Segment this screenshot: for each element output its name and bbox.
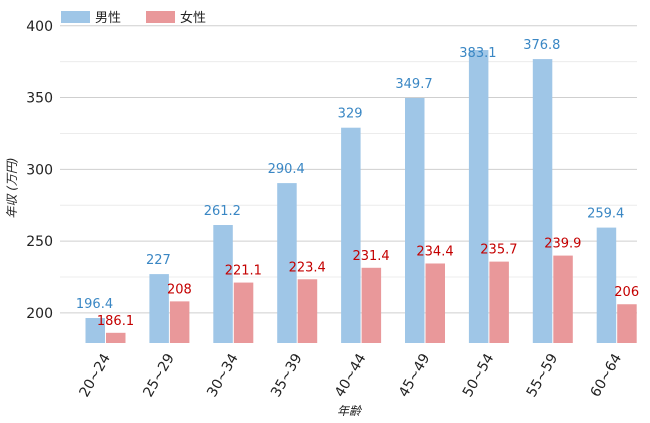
x-tick-label: 60~64 — [588, 351, 626, 400]
y-axis-ticks: 200 250 300 350 400 — [26, 19, 53, 322]
bar-female — [553, 255, 573, 343]
x-tick-label: 30~34 — [204, 351, 242, 400]
data-label-female: 221.1 — [225, 264, 262, 279]
y-axis-title: 年収 (万円) — [5, 157, 19, 218]
bar-male — [532, 59, 553, 343]
bar-female — [169, 301, 190, 343]
data-label-female: 235.7 — [480, 243, 517, 258]
bar-female — [617, 304, 637, 343]
x-tick-label: 35~39 — [268, 351, 306, 400]
x-tick-label: 20~24 — [76, 351, 114, 400]
data-label-male: 227 — [146, 253, 171, 268]
data-label-male: 383.1 — [459, 46, 496, 61]
data-label-female: 231.4 — [352, 249, 389, 264]
data-label-female: 223.4 — [289, 260, 326, 275]
bar-male — [277, 183, 297, 343]
data-label-male: 290.4 — [268, 162, 305, 177]
data-label-female: 206 — [614, 285, 639, 300]
legend: 男性 女性 — [61, 10, 206, 26]
bar-female — [489, 261, 509, 343]
bar-male — [85, 318, 105, 343]
legend-label: 女性 — [180, 10, 206, 26]
data-label-male: 259.4 — [587, 207, 624, 222]
x-tick-label: 40~44 — [332, 351, 370, 400]
y-tick-label: 400 — [26, 19, 53, 35]
bar-female — [297, 279, 318, 343]
bar-female — [425, 263, 445, 343]
y-tick-label: 300 — [26, 162, 53, 178]
x-tick-label: 50~54 — [460, 351, 498, 400]
data-label-male: 261.2 — [204, 204, 241, 219]
legend-swatch — [146, 11, 175, 23]
data-label-male: 349.7 — [395, 77, 432, 92]
bars — [85, 50, 637, 344]
x-tick-label: 45~49 — [396, 351, 434, 400]
bar-male — [468, 50, 489, 344]
x-tick-label: 25~29 — [140, 351, 178, 400]
legend-swatch — [61, 11, 90, 23]
y-tick-label: 200 — [26, 306, 53, 322]
x-tick-label: 55~59 — [524, 351, 562, 400]
y-tick-label: 250 — [26, 234, 53, 250]
data-labels: 196.4 186.1 227 208 261.2 221.1 290.4 223.4 329 2… — [76, 38, 639, 329]
bar-male — [341, 127, 361, 343]
legend-label: 男性 — [95, 11, 121, 26]
data-label-female: 239.9 — [544, 237, 581, 252]
bar-female — [106, 332, 126, 343]
x-axis-ticks: 20~24 25~29 30~34 35~39 40~44 45~49 50~54 55~59… — [76, 351, 625, 400]
bar-female — [233, 282, 254, 343]
bar-male — [149, 274, 169, 343]
y-tick-label: 350 — [26, 91, 53, 107]
bar-female — [361, 267, 382, 343]
bar-male — [405, 97, 425, 344]
bar-male — [213, 225, 233, 343]
data-label-male: 329 — [338, 107, 363, 122]
data-label-male: 376.8 — [523, 38, 560, 53]
data-label-male: 196.4 — [76, 297, 113, 312]
data-label-female: 234.4 — [416, 244, 453, 259]
bar-male — [596, 227, 617, 343]
x-axis-title: 年齢 — [337, 404, 363, 418]
data-label-female: 208 — [167, 282, 192, 297]
data-label-female: 186.1 — [97, 314, 134, 329]
